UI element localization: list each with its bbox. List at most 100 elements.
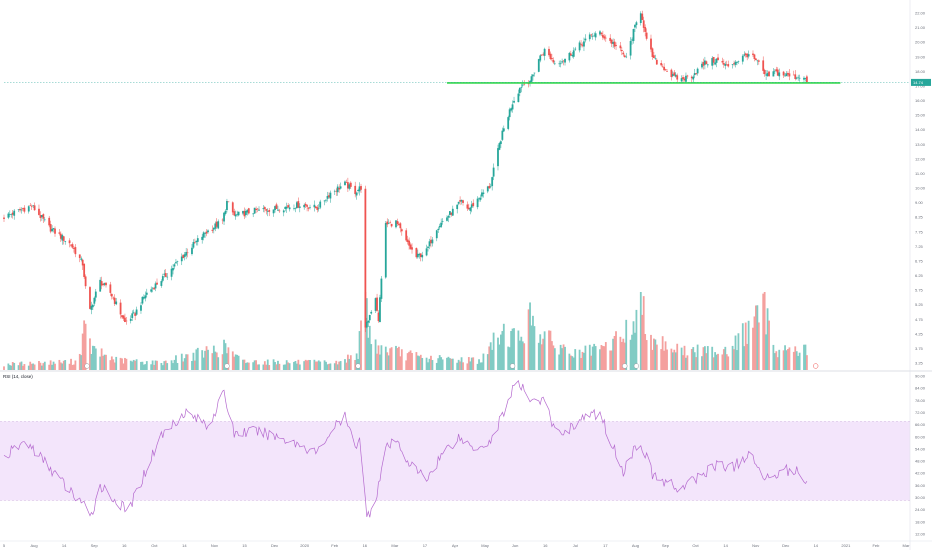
candle bbox=[71, 244, 74, 248]
volume-bar bbox=[186, 354, 189, 370]
volume-bar bbox=[706, 346, 709, 370]
volume-bar bbox=[462, 362, 464, 370]
candle bbox=[661, 66, 664, 68]
candle bbox=[49, 224, 52, 232]
candle bbox=[265, 209, 268, 211]
candle bbox=[164, 273, 167, 277]
volume-bar bbox=[81, 333, 84, 370]
time-axis-tick: Oct bbox=[692, 543, 699, 548]
event-marker-icon[interactable] bbox=[84, 363, 90, 369]
candle bbox=[191, 247, 193, 255]
volume-bar bbox=[497, 337, 499, 370]
candle bbox=[51, 228, 53, 232]
volume-bar bbox=[731, 345, 734, 370]
volume-bar bbox=[542, 338, 545, 370]
candle bbox=[145, 292, 148, 295]
volume-bar bbox=[307, 359, 310, 370]
candle bbox=[253, 207, 256, 214]
volume-bar bbox=[306, 360, 308, 370]
candle bbox=[329, 192, 332, 199]
volume-bar bbox=[610, 350, 613, 370]
candle bbox=[497, 148, 499, 167]
volume-bar bbox=[501, 331, 504, 370]
volume-bar bbox=[121, 358, 123, 370]
volume-bar bbox=[762, 293, 765, 370]
volume-bar bbox=[166, 363, 169, 370]
volume-bar bbox=[530, 325, 533, 370]
event-marker-icon[interactable] bbox=[224, 363, 230, 369]
volume-bar bbox=[73, 364, 75, 370]
candle bbox=[776, 69, 779, 76]
volume-bar bbox=[61, 363, 64, 370]
candle bbox=[23, 207, 26, 212]
volume-bar bbox=[244, 363, 247, 370]
volume-bar bbox=[651, 349, 654, 370]
volume-bar bbox=[278, 363, 281, 370]
volume-bar bbox=[479, 362, 482, 370]
candle bbox=[460, 199, 463, 202]
volume-bar bbox=[258, 364, 260, 370]
volume-bar bbox=[581, 351, 584, 370]
candle bbox=[258, 209, 260, 211]
candle bbox=[430, 239, 432, 244]
candle bbox=[634, 24, 636, 28]
volume-bar bbox=[309, 360, 311, 370]
volume-bar bbox=[145, 361, 148, 370]
price-axis-tick: 10.00 bbox=[915, 186, 926, 191]
volume-bar bbox=[653, 338, 655, 370]
candle bbox=[173, 264, 176, 267]
volume-bar bbox=[193, 360, 196, 370]
price-axis-tick: 22.00 bbox=[915, 11, 926, 16]
time-axis-tick: 2020 bbox=[300, 543, 310, 548]
candle bbox=[8, 214, 11, 215]
volume-bar bbox=[795, 351, 798, 370]
time-axis-tick: 17 bbox=[423, 543, 428, 548]
volume-bar bbox=[634, 332, 636, 370]
rsi-line bbox=[3, 379, 808, 518]
time-axis-tick: Mar bbox=[391, 543, 399, 548]
candle bbox=[469, 207, 472, 211]
time-axis-tick: Nov bbox=[752, 543, 759, 548]
upcoming-event-icon[interactable] bbox=[813, 363, 819, 369]
volume-bar bbox=[99, 356, 102, 370]
candle bbox=[447, 215, 450, 218]
price-axis-tick: 3.25 bbox=[915, 361, 924, 366]
volume-bar bbox=[294, 360, 297, 370]
volume-bar bbox=[416, 355, 419, 370]
volume-bar bbox=[778, 349, 781, 370]
candle bbox=[682, 77, 684, 80]
volume-bar bbox=[696, 344, 699, 370]
volume-bar bbox=[734, 335, 737, 370]
event-marker-icon[interactable] bbox=[633, 363, 640, 369]
event-marker-icon[interactable] bbox=[509, 363, 516, 369]
volume-bar bbox=[29, 361, 32, 370]
candle bbox=[591, 35, 594, 37]
candle bbox=[166, 276, 169, 278]
candle bbox=[102, 283, 104, 285]
event-marker-icon[interactable] bbox=[355, 363, 361, 369]
volume-bar bbox=[80, 355, 83, 370]
candle bbox=[323, 200, 326, 202]
volume-bar bbox=[776, 357, 779, 370]
volume-bar bbox=[122, 363, 125, 370]
candle bbox=[237, 211, 240, 216]
candle bbox=[246, 210, 249, 213]
candle bbox=[549, 53, 552, 59]
volume-bar bbox=[255, 360, 257, 370]
candle bbox=[185, 251, 188, 256]
volume-bar bbox=[533, 326, 536, 370]
volume-bar bbox=[502, 323, 505, 370]
rsi-band bbox=[0, 421, 910, 501]
volume-bar bbox=[335, 360, 338, 370]
candle bbox=[459, 200, 462, 202]
candle bbox=[196, 238, 199, 242]
volume-bar bbox=[574, 349, 577, 370]
candle bbox=[247, 208, 250, 214]
volume-bar bbox=[58, 359, 61, 370]
volume-bar bbox=[755, 305, 757, 370]
event-marker-icon[interactable] bbox=[622, 363, 628, 369]
volume-bar bbox=[71, 364, 74, 370]
volume-bar bbox=[418, 356, 421, 370]
volume-bar bbox=[549, 330, 552, 370]
